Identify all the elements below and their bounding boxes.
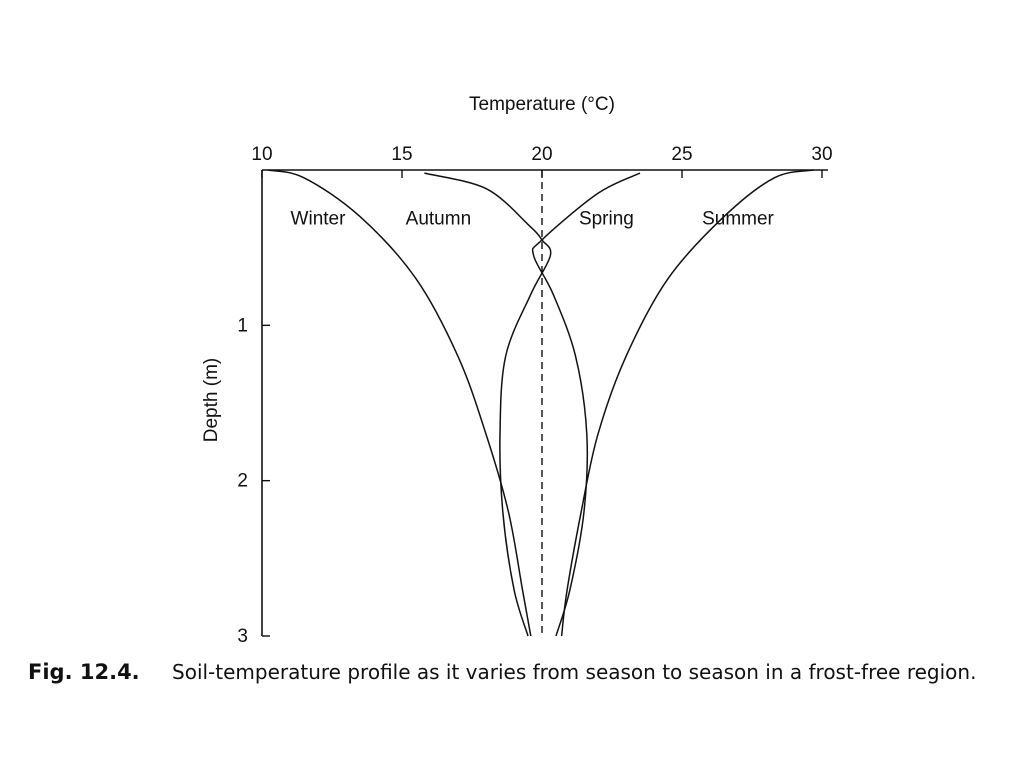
x-tick-label: 10 xyxy=(251,144,272,165)
x-axis-label: Temperature (°C) xyxy=(469,94,615,115)
series-group xyxy=(267,169,814,637)
series-line-spring xyxy=(531,172,641,637)
x-tick-label: 30 xyxy=(811,144,832,165)
caption-text: Soil-temperature profile as it varies fr… xyxy=(172,660,977,684)
figure-caption: Fig. 12.4. Soil-temperature profile as i… xyxy=(28,660,976,684)
x-axis: 10 15 20 25 30 xyxy=(251,144,833,178)
y-tick-label: 2 xyxy=(237,471,248,492)
series-line-summer xyxy=(560,169,814,637)
figure-label: Fig. 12.4. xyxy=(28,660,140,684)
y-tick-label: 3 xyxy=(237,626,248,647)
curve-label-winter: Winter xyxy=(291,208,347,229)
x-tick-label: 25 xyxy=(671,144,692,165)
x-tick-label: 15 xyxy=(391,144,412,165)
annotation-group: Winter Autumn Spring Summer xyxy=(291,208,775,229)
x-tick-label: 20 xyxy=(531,144,552,165)
series-line-winter xyxy=(267,169,532,637)
y-axis: 1 2 3 xyxy=(237,170,270,647)
curve-label-summer: Summer xyxy=(702,208,774,229)
soil-temperature-chart: Temperature (°C) 10 15 20 25 30 1 2 3 Depth (m… xyxy=(201,94,833,647)
y-axis-label: Depth (m) xyxy=(201,358,222,442)
curve-label-autumn: Autumn xyxy=(406,208,471,229)
curve-label-spring: Spring xyxy=(579,208,634,229)
series-line-autumn xyxy=(424,172,552,637)
y-tick-label: 1 xyxy=(237,315,248,336)
